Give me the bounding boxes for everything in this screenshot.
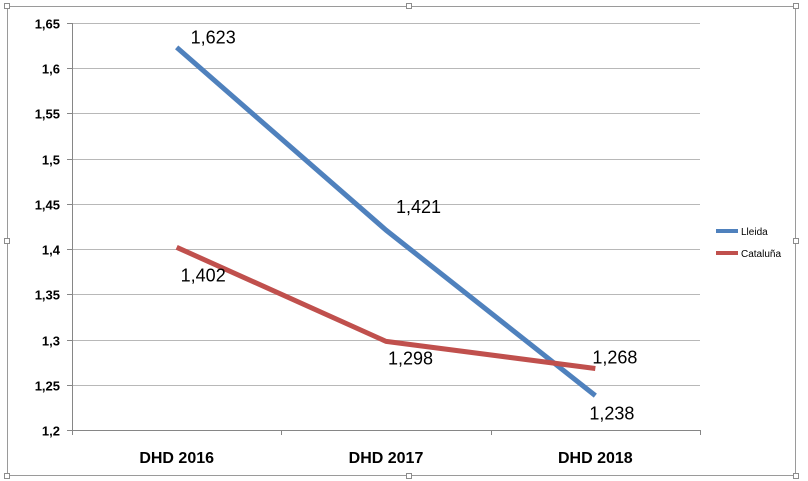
- data-label: 1,623: [191, 27, 236, 47]
- x-tick-label: DHD 2017: [349, 450, 424, 467]
- resize-handle-top-left[interactable]: [4, 3, 10, 9]
- data-label: 1,268: [592, 347, 637, 367]
- legend-label: Lleida: [741, 227, 768, 238]
- y-tick-label: 1,3: [42, 334, 60, 349]
- resize-handle-bottom-left[interactable]: [4, 473, 10, 479]
- data-label: 1,238: [589, 404, 634, 424]
- data-label: 1,421: [396, 197, 441, 217]
- series-line-cataluña[interactable]: [175, 245, 596, 371]
- resize-handle-middle-left[interactable]: [4, 238, 10, 244]
- resize-handle-middle-right[interactable]: [793, 238, 799, 244]
- resize-handle-top-right[interactable]: [793, 3, 799, 9]
- y-tick-label: 1,25: [35, 379, 60, 394]
- y-tick-label: 1,55: [35, 107, 60, 122]
- legend-label: Cataluña: [741, 249, 781, 260]
- resize-handle-top-middle[interactable]: [406, 3, 412, 9]
- y-axis: 1,2 1,25 1,3 1,35 1,4 1,45 1,5 1,55 1,6 1,65: [35, 17, 73, 439]
- legend[interactable]: Lleida Cataluña: [716, 227, 781, 260]
- y-tick-label: 1,5: [42, 153, 60, 168]
- y-tick-label: 1,45: [35, 198, 60, 213]
- y-tick-label: 1,4: [42, 243, 61, 258]
- y-tick-label: 1,6: [42, 62, 60, 77]
- y-tick-label: 1,65: [35, 17, 60, 32]
- gridlines: [72, 23, 700, 431]
- x-axis: DHD 2016 DHD 2017 DHD 2018: [72, 430, 701, 467]
- y-tick-label: 1,2: [42, 424, 60, 439]
- data-label: 1,298: [388, 348, 433, 368]
- data-labels: 1,623 1,421 1,238 1,402 1,298 1,268: [181, 27, 638, 423]
- x-tick-label: DHD 2016: [139, 450, 214, 467]
- y-tick-label: 1,35: [35, 288, 60, 303]
- x-tick-label: DHD 2018: [558, 450, 633, 467]
- data-label: 1,402: [181, 265, 226, 285]
- resize-handle-bottom-right[interactable]: [793, 473, 799, 479]
- series-lines: [175, 45, 597, 398]
- resize-handle-bottom-middle[interactable]: [406, 473, 412, 479]
